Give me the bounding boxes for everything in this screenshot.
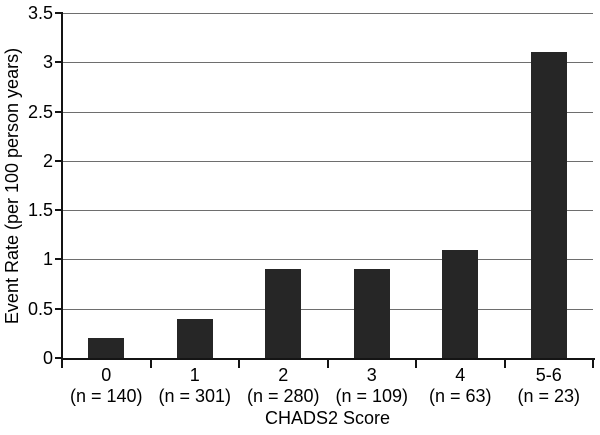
gridline [62,111,593,113]
gridline [62,210,593,212]
y-tick-label: 2.5 [27,101,53,122]
x-tick-label-score: 3 [366,365,377,385]
y-axis-tick [55,110,62,113]
y-tick-label: 0.5 [27,298,53,319]
y-tick-label: 1 [42,249,53,270]
bar-score-2 [265,269,302,358]
x-tick-label-n: (n = 301) [158,386,232,406]
x-tick-label: 0 (n = 140) [62,365,151,407]
x-tick-label: 5-6 (n = 23) [505,365,594,407]
x-axis-tick [238,360,240,368]
x-tick-label-score: 5-6 [535,365,562,385]
y-axis-tick [55,357,62,359]
x-axis-tick [149,360,152,368]
x-axis-tick [326,360,329,368]
y-axis-tick [55,61,62,64]
y-tick-label: 3.5 [27,3,53,23]
x-tick-label-n: (n = 109) [335,386,409,406]
x-tick-label: 4 (n = 63) [416,365,505,407]
y-tick-label: 2 [42,150,53,171]
y-axis-line [61,12,63,360]
x-tick-label-n: (n = 23) [517,386,581,406]
bar-score-4 [442,249,479,358]
y-axis-tick [55,209,62,212]
y-tick-label: 0 [42,348,53,368]
bar-score-5-6 [530,52,567,358]
x-tick-label: 3 (n = 109) [328,365,417,407]
x-tick-label: 2 (n = 280) [239,365,328,407]
bar-score-3 [353,269,390,358]
y-tick-label: 1.5 [27,200,53,221]
x-axis-title: CHADS2 Score [264,408,391,428]
bar-score-0 [88,338,125,358]
x-tick-label-score: 4 [455,365,466,385]
x-tick-label-n: (n = 280) [246,386,320,406]
x-tick-label-n: (n = 140) [69,386,143,406]
x-tick-label-score: 0 [101,365,112,385]
y-axis-tick [55,159,62,162]
gridline [62,308,593,310]
y-tick-label: 3 [42,52,53,73]
bar-score-1 [176,318,213,358]
y-axis-tick [55,258,62,261]
gridline [62,160,593,162]
x-axis-tick [503,360,506,368]
gridline [62,13,593,14]
gridline [62,259,593,261]
x-tick-label-n: (n = 63) [428,386,492,406]
x-tick-label-score: 2 [278,365,289,385]
plot-area [62,13,593,358]
x-axis-tick [415,360,417,368]
x-tick-label: 1 (n = 301) [151,365,240,407]
y-axis-tick [55,307,62,310]
y-axis-tick [55,12,62,14]
gridline [62,62,593,64]
x-tick-label-score: 1 [189,365,200,385]
x-axis-line [61,358,595,360]
x-axis-tick [592,360,594,368]
x-axis-tick [61,360,63,368]
